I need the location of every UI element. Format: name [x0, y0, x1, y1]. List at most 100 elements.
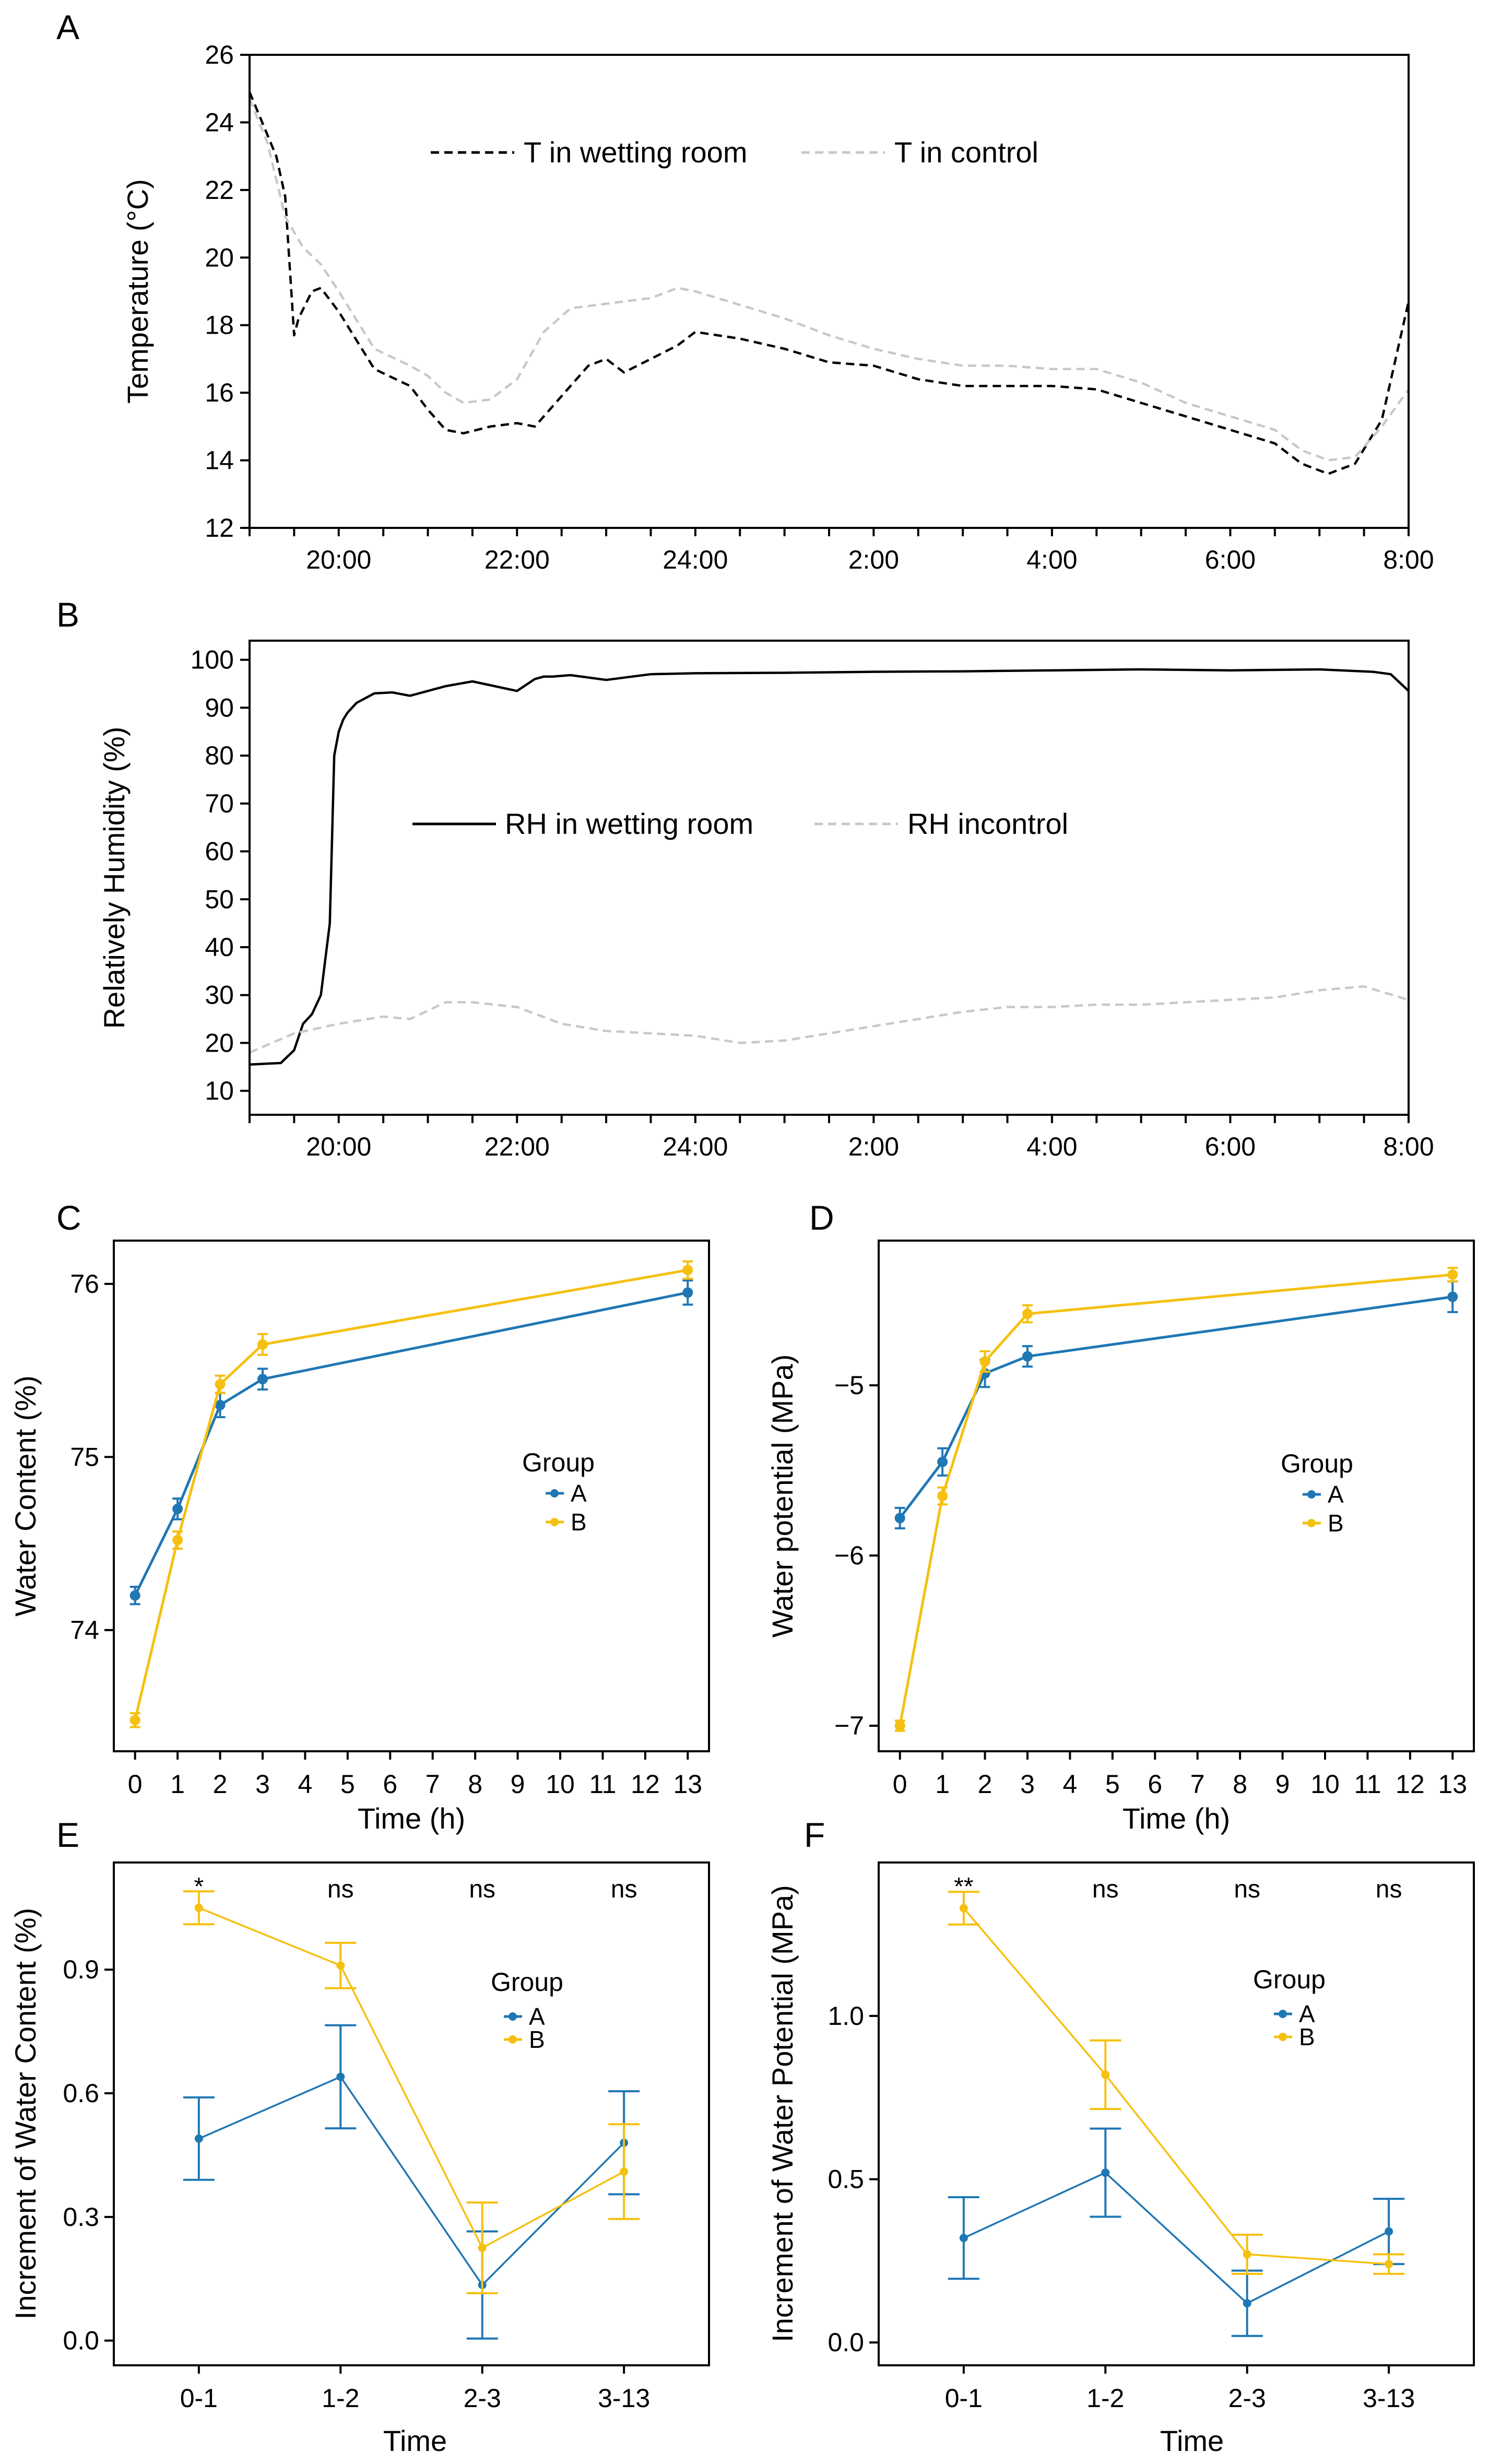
- y-tick-label: 20: [205, 1028, 234, 1057]
- panel-e-y-label: Increment of Water Content (%): [9, 1908, 42, 2319]
- data-point-d-b: [894, 1720, 905, 1731]
- data-point-f-a: [1243, 2299, 1251, 2308]
- panel-b-frame: [249, 640, 1410, 1116]
- panel-d-frame: [878, 1240, 1475, 1752]
- data-point-c-a: [129, 1590, 140, 1601]
- data-point-c-b: [682, 1265, 693, 1276]
- x-tick-label: 9: [511, 1770, 525, 1799]
- data-point-f-a: [959, 2234, 968, 2243]
- x-tick-label: 22:00: [484, 545, 550, 574]
- x-tick-label: 2: [978, 1770, 992, 1799]
- x-tick-label: 5: [340, 1770, 355, 1799]
- significance-label: ns: [1376, 1876, 1402, 1903]
- significance-label: ns: [469, 1876, 495, 1903]
- x-tick-label: 3: [255, 1770, 270, 1799]
- panel-letter-c: C: [56, 1198, 81, 1237]
- data-point-d-a: [894, 1513, 905, 1524]
- y-tick-label: 0.6: [63, 2079, 99, 2108]
- y-tick-label: 0.0: [63, 2326, 99, 2355]
- series-line-c-b: [134, 1268, 688, 1720]
- x-tick-label: 12: [631, 1770, 660, 1799]
- panel-c-x-label: Time (h): [358, 1802, 465, 1835]
- x-tick-label: 5: [1105, 1770, 1120, 1799]
- y-tick-label: 1.0: [828, 2001, 864, 2031]
- y-tick-label: 0.0: [828, 2328, 864, 2357]
- panel-a-frame: [249, 54, 1410, 529]
- data-point-c-b: [215, 1379, 226, 1390]
- y-tick-label: 76: [70, 1269, 99, 1299]
- panel-e-frame: [113, 1861, 710, 2366]
- series-line-a-2: [248, 98, 1410, 462]
- legend-label-e-a: A: [529, 2003, 545, 2030]
- x-tick-label: 1: [170, 1770, 185, 1799]
- legend-label-f-b: B: [1299, 2023, 1315, 2050]
- y-tick-label: 12: [205, 513, 234, 543]
- x-tick-label: 11: [1354, 1770, 1381, 1799]
- data-point-e-b: [194, 1903, 203, 1912]
- x-tick-label: 8:00: [1383, 545, 1434, 574]
- x-tick-label: 6: [1148, 1770, 1162, 1799]
- y-tick-label: 0.3: [63, 2202, 99, 2232]
- y-tick-label: 0.5: [828, 2165, 864, 2194]
- panel-d-y-label: Water potential (MPa): [766, 1354, 799, 1638]
- x-tick-label: 12: [1396, 1770, 1425, 1799]
- series-line-b-1: [249, 668, 1410, 1066]
- data-point-c-a: [215, 1399, 226, 1410]
- data-point-f-a: [1101, 2168, 1110, 2177]
- x-tick-label: 10: [546, 1770, 575, 1799]
- data-point-d-b: [937, 1491, 948, 1501]
- panel-f-y-ticks: 0.0 0.5 1.0: [828, 2001, 879, 2357]
- significance-label: ns: [1092, 1876, 1119, 1903]
- series-line-f-a: [963, 2172, 1389, 2305]
- panel-letter-d: D: [809, 1198, 834, 1237]
- legend-title-f: Group: [1253, 1965, 1326, 1994]
- legend-marker-f-a: [1279, 2010, 1287, 2018]
- y-tick-label: 90: [205, 693, 234, 722]
- panel-f-plot: ** ns ns ns: [948, 1873, 1405, 2337]
- x-tick-label: 2:00: [848, 545, 899, 574]
- panel-c-y-label: Water Content (%): [9, 1375, 42, 1617]
- legend-title-c: Group: [522, 1448, 595, 1477]
- data-point-d-b: [1022, 1308, 1033, 1319]
- panel-f: F ** ns ns ns 0.0 0.5 1.0 0-1 1-2 2-3 3-13 Incre…: [766, 1815, 1475, 2457]
- panel-f-legend: Group A B: [1253, 1965, 1326, 2050]
- legend-label-t-wetting: T in wetting room: [524, 136, 747, 169]
- legend-label-f-a: A: [1299, 2000, 1315, 2027]
- data-point-f-a: [1385, 2227, 1393, 2236]
- y-tick-label: 70: [205, 789, 234, 818]
- data-point-c-b: [172, 1535, 183, 1546]
- significance-label: *: [194, 1873, 204, 1901]
- data-point-c-a: [172, 1503, 183, 1514]
- panel-d-plot: [894, 1267, 1458, 1732]
- panel-c-x-ticks: 0 1 2 3 4 5 6 7 8 9 10 11 12 13: [128, 1751, 702, 1799]
- legend-marker-c-b: [550, 1518, 559, 1526]
- legend-title-e: Group: [491, 1967, 563, 1997]
- panel-a-plot: [248, 91, 1410, 475]
- y-tick-label: 50: [205, 885, 234, 914]
- data-point-d-a: [937, 1456, 948, 1467]
- panel-a: A 12 14 16 18 20 22 24 26 20:00 22:00 24:00 2:00 4:…: [56, 8, 1434, 574]
- y-tick-label: −6: [834, 1541, 864, 1570]
- x-tick-label: 3-13: [598, 2384, 650, 2413]
- panel-d: D −5−6−7 0 1 2 3 4 5 6 7 8 9 10 11 12 13 Water potent…: [766, 1198, 1475, 1835]
- x-tick-label: 4: [298, 1770, 313, 1799]
- panel-b-y-label: Relatively Humidity (%): [98, 727, 131, 1029]
- panel-e-x-ticks: 0-1 1-2 2-3 3-13: [180, 2365, 650, 2413]
- x-tick-label: 4: [1063, 1770, 1078, 1799]
- y-tick-label: 14: [205, 446, 234, 475]
- panel-letter-a: A: [56, 8, 79, 46]
- panel-f-y-label: Increment of Water Potential (MPa): [766, 1885, 799, 2342]
- x-tick-label: 13: [1438, 1770, 1467, 1799]
- legend-label-t-control: T in control: [894, 136, 1038, 169]
- series-line-a-1: [248, 91, 1410, 475]
- data-point-d-b: [979, 1356, 990, 1367]
- panel-d-y-ticks: −5 −6 −7: [834, 1371, 879, 1740]
- legend-marker-e-a: [509, 2012, 517, 2021]
- panel-a-y-ticks: 12 14 16 18 20 22 24 26: [205, 40, 250, 543]
- x-tick-label: 2-3: [1228, 2384, 1266, 2413]
- x-tick-label: 8: [468, 1770, 482, 1799]
- x-tick-label: 2:00: [848, 1132, 899, 1161]
- x-tick-label: 0-1: [945, 2384, 983, 2413]
- legend-label-rh-control: RH incontrol: [907, 807, 1068, 840]
